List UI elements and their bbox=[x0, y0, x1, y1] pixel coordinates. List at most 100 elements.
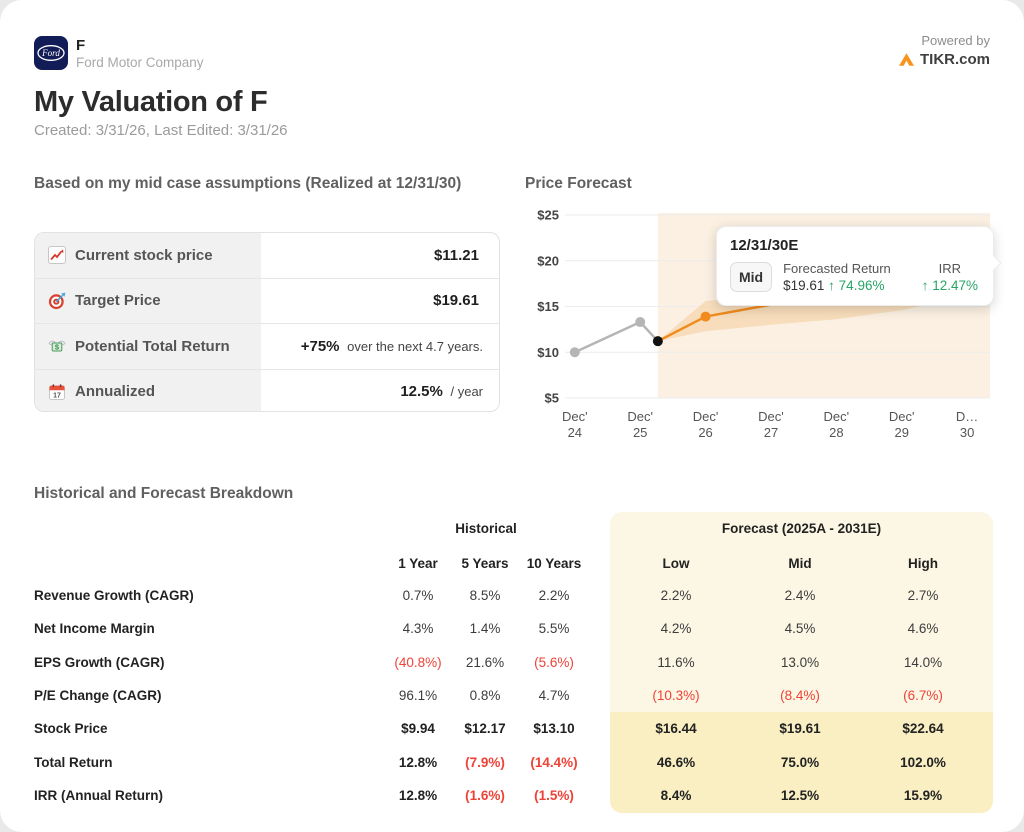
historical-cell: $12.17 bbox=[464, 721, 506, 737]
table-row: IRR (Annual Return) 12.8% (1.6%) (1.5%) 8.4%… bbox=[0, 779, 1024, 812]
assumptions-table: Current stock price $11.21 Target Price … bbox=[34, 232, 500, 412]
x-axis-tick: 25 bbox=[633, 425, 647, 440]
forecast-cell: (6.7%) bbox=[903, 687, 943, 703]
tikr-brand-link[interactable]: TIKR.com bbox=[898, 51, 990, 68]
forecast-cell: (8.4%) bbox=[780, 687, 820, 703]
x-axis-tick: 29 bbox=[894, 425, 908, 440]
historical-cell: (40.8%) bbox=[394, 654, 442, 670]
historical-cell: $13.10 bbox=[533, 721, 575, 737]
table-row: Current stock price $11.21 bbox=[35, 233, 499, 279]
forecast-cell: 2.4% bbox=[784, 588, 816, 603]
historical-cell: $9.94 bbox=[401, 721, 435, 737]
forecasted-return-pct: ↑ 74.96% bbox=[828, 278, 885, 293]
money-with-wings-icon: $ bbox=[48, 340, 66, 352]
data-point bbox=[635, 317, 646, 328]
historical-cell: 2.2% bbox=[538, 588, 570, 603]
forecast-cell: $22.64 bbox=[902, 721, 944, 737]
row-label: Target Price bbox=[75, 292, 161, 310]
table-row: EPS Growth (CAGR) (40.8%) 21.6% (5.6%) 11.6%… bbox=[0, 646, 1024, 679]
assumptions-heading: Based on my mid case assumptions (Realiz… bbox=[34, 175, 462, 192]
calendar-icon: 17 bbox=[49, 383, 65, 400]
ticker-symbol: F bbox=[76, 37, 86, 54]
data-point bbox=[569, 347, 580, 358]
row-label: Current stock price bbox=[75, 246, 213, 264]
x-axis-tick: Dec' bbox=[824, 409, 850, 424]
forecast-cell: 4.2% bbox=[660, 621, 692, 637]
historical-cell: 0.7% bbox=[402, 588, 434, 603]
historical-cell: (7.9%) bbox=[465, 754, 505, 770]
row-label: Stock Price bbox=[34, 721, 108, 737]
forecast-cell: 15.9% bbox=[903, 787, 943, 803]
forecast-cell: 12.5% bbox=[780, 787, 820, 803]
svg-text:$: $ bbox=[55, 343, 60, 352]
irr-label: IRR bbox=[938, 261, 962, 276]
row-value: $11.21 bbox=[433, 246, 479, 264]
forecast-cell: 13.0% bbox=[780, 654, 820, 670]
x-axis-tick: Dec' bbox=[693, 409, 719, 424]
x-axis-tick: 27 bbox=[764, 425, 778, 440]
forecast-cell: 4.5% bbox=[784, 621, 816, 637]
col-header-1-year: 1 Year bbox=[398, 556, 438, 571]
col-header-mid: Mid bbox=[788, 556, 812, 571]
historical-cell: 12.8% bbox=[398, 754, 438, 770]
forecast-cell: $19.61 bbox=[779, 721, 821, 737]
forecast-cell: 46.6% bbox=[656, 754, 696, 770]
x-axis-tick: 26 bbox=[698, 425, 712, 440]
row-label: Potential Total Return bbox=[75, 337, 230, 355]
col-header-low: Low bbox=[662, 556, 690, 571]
ford-logo: Ford bbox=[34, 36, 68, 70]
historical-cell: 4.3% bbox=[402, 621, 434, 637]
x-axis-tick: 28 bbox=[829, 425, 843, 440]
forecast-cell: $16.44 bbox=[655, 721, 697, 737]
chart-increasing-icon bbox=[48, 246, 66, 265]
forecast-cell: 75.0% bbox=[780, 754, 820, 770]
x-axis-tick: Dec' bbox=[758, 409, 784, 424]
table-row: Target Price $19.61 bbox=[35, 278, 499, 324]
brand-name: TIKR.com bbox=[919, 51, 990, 68]
company-name: Ford Motor Company bbox=[76, 55, 204, 70]
x-axis-tick: 30 bbox=[960, 425, 974, 440]
y-axis-tick: $20 bbox=[537, 253, 559, 268]
historical-cell: 96.1% bbox=[398, 687, 438, 703]
row-label: Annualized bbox=[75, 383, 156, 401]
y-axis-tick: $15 bbox=[537, 299, 559, 314]
historical-cell: 12.8% bbox=[398, 787, 438, 803]
irr-value: ↑ 12.47% bbox=[921, 278, 978, 293]
page-title: My Valuation of F bbox=[34, 86, 268, 118]
row-label: IRR (Annual Return) bbox=[34, 787, 163, 803]
powered-by-label: Powered by bbox=[921, 33, 990, 48]
forecast-card bbox=[610, 512, 993, 813]
historical-cell: 0.8% bbox=[469, 687, 501, 703]
table-row: Stock Price $9.94 $12.17 $13.10 $16.44 $19.61… bbox=[0, 712, 1024, 745]
x-axis-tick: Dec' bbox=[627, 409, 653, 424]
forecast-header: Forecast (2025A - 2031E) bbox=[721, 521, 882, 536]
y-axis-tick: $10 bbox=[537, 345, 559, 360]
tikr-logo-icon bbox=[898, 53, 914, 66]
row-label: EPS Growth (CAGR) bbox=[34, 654, 165, 670]
table-row: P/E Change (CAGR) 96.1% 0.8% 4.7% (10.3%) (8.… bbox=[0, 679, 1024, 712]
svg-text:17: 17 bbox=[53, 392, 61, 399]
forecast-cell: 11.6% bbox=[657, 654, 695, 670]
forecast-cell: (10.3%) bbox=[652, 687, 700, 703]
historical-cell: (5.6%) bbox=[534, 654, 574, 670]
historical-cell: 5.5% bbox=[538, 621, 570, 637]
table-row: 17 Annualized 12.5% / year bbox=[35, 369, 499, 411]
data-point bbox=[652, 336, 663, 347]
forecasted-return-label: Forecasted Return bbox=[783, 261, 891, 276]
col-header-5-years: 5 Years bbox=[461, 556, 509, 571]
price-forecast-heading: Price Forecast bbox=[525, 175, 632, 192]
historical-cell: 21.6% bbox=[465, 654, 505, 670]
historical-cell: 4.7% bbox=[538, 687, 570, 703]
forecast-cell: 102.0% bbox=[900, 754, 946, 770]
x-axis-tick: Dec' bbox=[889, 409, 915, 424]
col-header-10-years: 10 Years bbox=[526, 556, 582, 571]
row-label: Total Return bbox=[34, 754, 113, 770]
chart-tooltip: 12/31/30E Mid Forecasted Return $19.61 ↑… bbox=[716, 226, 994, 306]
page-subtitle: Created: 3/31/26, Last Edited: 3/31/26 bbox=[34, 122, 288, 139]
series-line bbox=[573, 320, 660, 354]
y-axis-tick: $5 bbox=[545, 391, 559, 406]
row-label: P/E Change (CAGR) bbox=[34, 687, 162, 703]
table-row: Total Return 12.8% (7.9%) (14.4%) 46.6% 75.0%… bbox=[0, 746, 1024, 779]
data-point bbox=[700, 311, 711, 322]
